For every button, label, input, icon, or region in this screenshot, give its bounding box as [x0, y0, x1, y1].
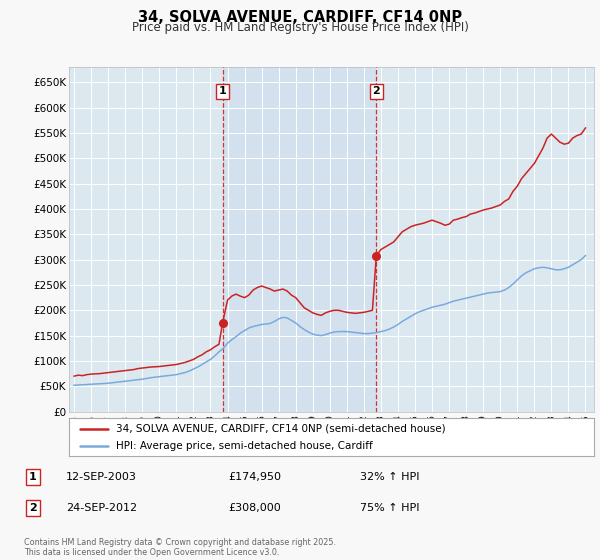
Text: £174,950: £174,950 — [228, 472, 281, 482]
Text: 34, SOLVA AVENUE, CARDIFF, CF14 0NP: 34, SOLVA AVENUE, CARDIFF, CF14 0NP — [138, 10, 462, 25]
Text: 75% ↑ HPI: 75% ↑ HPI — [360, 503, 419, 513]
Bar — [223, 67, 376, 412]
Text: HPI: Average price, semi-detached house, Cardiff: HPI: Average price, semi-detached house,… — [116, 441, 373, 451]
Text: 34, SOLVA AVENUE, CARDIFF, CF14 0NP (semi-detached house): 34, SOLVA AVENUE, CARDIFF, CF14 0NP (sem… — [116, 423, 446, 433]
Text: 2: 2 — [373, 86, 380, 96]
Text: 2: 2 — [29, 503, 37, 513]
Text: 1: 1 — [29, 472, 37, 482]
Text: 1: 1 — [219, 86, 226, 96]
Text: 32% ↑ HPI: 32% ↑ HPI — [360, 472, 419, 482]
Text: Contains HM Land Registry data © Crown copyright and database right 2025.
This d: Contains HM Land Registry data © Crown c… — [24, 538, 336, 557]
Text: Price paid vs. HM Land Registry's House Price Index (HPI): Price paid vs. HM Land Registry's House … — [131, 21, 469, 34]
Text: 24-SEP-2012: 24-SEP-2012 — [66, 503, 137, 513]
Text: £308,000: £308,000 — [228, 503, 281, 513]
Text: 12-SEP-2003: 12-SEP-2003 — [66, 472, 137, 482]
